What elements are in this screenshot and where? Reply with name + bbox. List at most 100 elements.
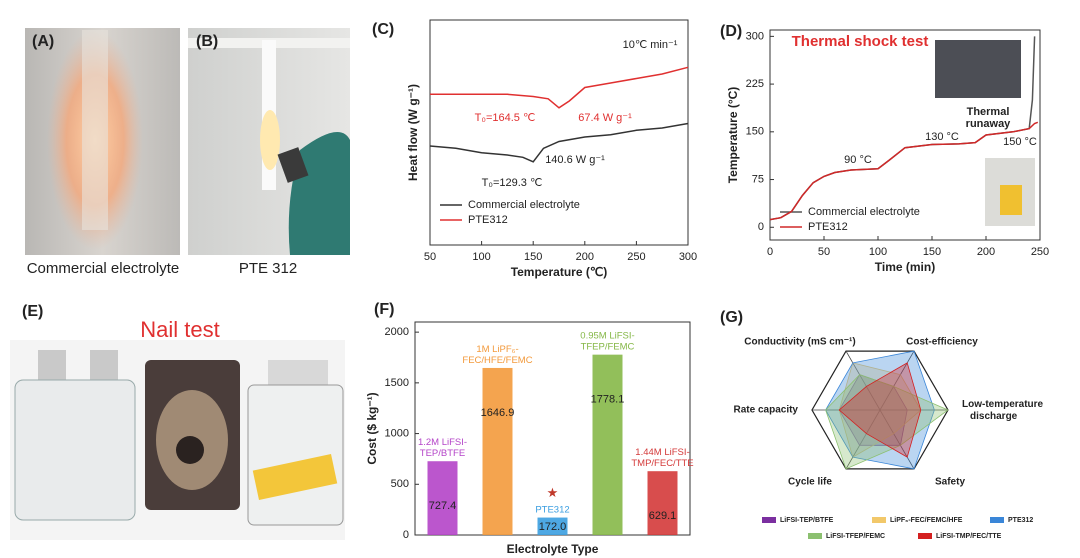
- category-label: PTE312: [535, 504, 569, 515]
- radar-axis-label: Rate capacity: [734, 405, 799, 416]
- legend-label: PTE312: [1008, 517, 1033, 524]
- category-line: TMP/FEC/TTE: [631, 458, 693, 469]
- radar-axis-label: Conductivity (mS cm⁻¹): [744, 337, 855, 348]
- y-tick-label: 75: [752, 173, 764, 185]
- bar: [482, 367, 513, 535]
- category-line: FEC/HFE/FEMC: [462, 354, 532, 365]
- panel-label: (G): [720, 309, 743, 326]
- x-tick-label: 100: [869, 246, 887, 258]
- value-label: 1646.9: [481, 407, 515, 419]
- legend-label: LiFSI-TMP/FEC/TTE: [936, 533, 1002, 540]
- category-label: 1.44M LiFSI-TMP/FEC/TTE: [631, 447, 693, 469]
- annotation: 67.4 W g⁻¹: [578, 112, 632, 124]
- category-line: TEP/BTFE: [420, 448, 465, 459]
- x-tick-label: 100: [472, 251, 490, 263]
- category-line: 1.44M LiFSI-: [635, 447, 689, 458]
- plot-frame: [429, 19, 689, 246]
- plot-frame: [769, 29, 1041, 241]
- y-tick-label: 1000: [385, 427, 409, 439]
- panel-label: (C): [372, 21, 394, 38]
- annotation: 150 °C: [1003, 136, 1037, 148]
- radar-axis-label: Low-temperature discharge: [962, 399, 1044, 422]
- category-line: TFEP/FEMC: [581, 341, 635, 352]
- y-axis-label: Heat flow (W g⁻¹): [406, 84, 420, 181]
- annotation: T₀=129.3 ℃: [482, 177, 543, 189]
- radar-axis-line: Low-temperature: [962, 399, 1044, 410]
- x-axis-label: Time (min): [875, 260, 935, 274]
- annotation: 140.6 W g⁻¹: [545, 154, 605, 166]
- category-line: 1M LiPF₆-: [476, 343, 518, 354]
- line-series: [769, 121, 1039, 221]
- annotation-line: Thermal: [967, 106, 1010, 118]
- chart-title: Thermal shock test: [792, 33, 929, 50]
- legend-swatch: [990, 517, 1004, 523]
- y-axis-label: Temperature (°C): [726, 87, 740, 184]
- radar-spoke: [845, 409, 881, 470]
- x-axis-label: Temperature (℃): [511, 265, 608, 279]
- category-line: 0.95M LiFSI-: [580, 330, 634, 341]
- radar-axis-label: Cycle life: [788, 477, 832, 488]
- y-tick-label: 0: [403, 529, 409, 541]
- panel-label: (A): [32, 33, 54, 50]
- legend-swatch: [918, 533, 932, 539]
- photo-title: Nail test: [140, 317, 219, 342]
- photo-inset: [1000, 185, 1022, 215]
- line-series: [430, 66, 689, 109]
- panel-label: (D): [720, 23, 742, 40]
- category-label: 1M LiPF₆-FEC/HFE/FEMC: [462, 343, 532, 365]
- bar: [647, 471, 678, 535]
- bar: [537, 517, 568, 535]
- radar-axis-line: discharge: [970, 411, 1018, 422]
- y-axis-label: Cost ($ kg⁻¹): [365, 392, 379, 464]
- x-tick-label: 50: [424, 251, 436, 263]
- legend-label: LiPF₆-FEC/FEMC/HFE: [890, 517, 963, 524]
- annotation: 130 °C: [925, 131, 959, 143]
- x-tick-label: 250: [1031, 246, 1049, 258]
- x-axis-label: Electrolyte Type: [507, 542, 599, 556]
- annotation: T₀=164.5 ℃: [475, 112, 536, 124]
- x-tick-label: 150: [923, 246, 941, 258]
- y-tick-label: 0: [758, 221, 764, 233]
- legend-label: Commercial electrolyte: [468, 199, 580, 211]
- x-tick-label: 150: [524, 251, 542, 263]
- y-tick-label: 2000: [385, 326, 409, 338]
- photo-e: [10, 340, 345, 540]
- legend-swatch: [808, 533, 822, 539]
- legend-swatch: [872, 517, 886, 523]
- y-tick-label: 300: [746, 30, 764, 42]
- legend-label: LiFSI-TEP/BTFE: [780, 517, 834, 524]
- value-label: 727.4: [429, 500, 457, 512]
- x-tick-label: 250: [627, 251, 645, 263]
- x-tick-label: 0: [767, 246, 773, 258]
- category-label: 0.95M LiFSI-TFEP/FEMC: [580, 330, 634, 352]
- x-tick-label: 200: [576, 251, 594, 263]
- bar: [592, 354, 623, 535]
- radar-area: [838, 362, 922, 458]
- legend-swatch: [762, 517, 776, 523]
- x-tick-label: 50: [818, 246, 830, 258]
- value-label: 172.0: [539, 521, 567, 533]
- photo-b: [188, 28, 350, 255]
- caption: PTE 312: [239, 260, 297, 277]
- category-label: 1.2M LiFSI-TEP/BTFE: [418, 437, 467, 459]
- radar-spoke: [845, 350, 881, 411]
- category-line: 1.2M LiFSI-: [418, 437, 467, 448]
- bar: [427, 461, 458, 535]
- panel-label: (F): [374, 301, 394, 318]
- legend-label: Commercial electrolyte: [808, 206, 920, 218]
- radar-spoke: [879, 350, 915, 411]
- annotation: Thermal runaway: [966, 106, 1012, 130]
- panel-label: (E): [22, 303, 43, 320]
- category-line: PTE312: [535, 504, 569, 515]
- radar-axis-label: Safety: [935, 477, 965, 488]
- panel-label: (B): [196, 33, 218, 50]
- caption: Commercial electrolyte: [27, 260, 180, 277]
- y-tick-label: 225: [746, 78, 764, 90]
- x-tick-label: 300: [679, 251, 697, 263]
- legend-label: PTE312: [808, 221, 848, 233]
- annotation: 10℃ min⁻¹: [623, 39, 678, 51]
- y-tick-label: 1500: [385, 377, 409, 389]
- photo-inset: [935, 40, 1021, 98]
- value-label: 629.1: [649, 510, 677, 522]
